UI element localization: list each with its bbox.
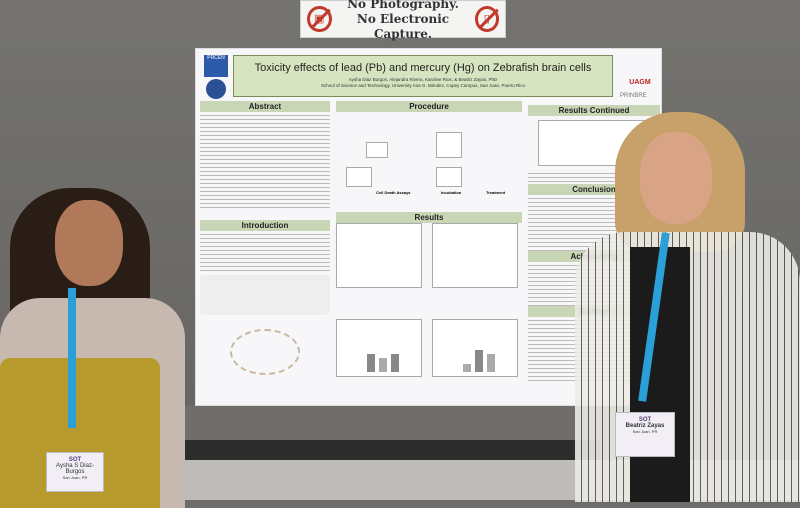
introduction-text xyxy=(200,231,330,271)
no-camera-icon: ▣ xyxy=(307,6,332,32)
zebrafish-diagram xyxy=(200,275,330,315)
section-results-continued: Results Continued xyxy=(528,105,660,116)
section-abstract: Abstract xyxy=(200,101,330,112)
poster-affiliation: School of Science and Technology, Univer… xyxy=(321,83,525,88)
section-introduction: Introduction xyxy=(200,220,330,231)
step-cell-death: Cell Death Assays xyxy=(376,190,411,195)
poster-authors: Aysha Diaz Burgos, Alejandra Rivera, Kar… xyxy=(348,77,498,82)
step-treatment: Treatment xyxy=(486,190,506,195)
poster-board-base xyxy=(180,405,600,463)
poster-header: Toxicity effects of lead (Pb) and mercur… xyxy=(233,55,613,97)
badge-org: SOT xyxy=(68,457,82,463)
badge-city: San Juan, PR xyxy=(62,475,88,480)
uagm-logo: UAGM xyxy=(629,79,651,86)
plate-reader xyxy=(346,167,372,187)
poster-title: Toxicity effects of lead (Pb) and mercur… xyxy=(254,62,592,74)
sign-line-1: No Photography. xyxy=(347,0,459,11)
figure-3-bar-chart xyxy=(336,319,422,377)
incubator-2 xyxy=(436,167,462,187)
person-right: SOT Beatriz Zayas San Juan, PR xyxy=(570,112,800,502)
name-badge-left: SOT Aysha S Diaz-Burgos San Juan, PR xyxy=(46,452,104,492)
face xyxy=(640,132,712,224)
section-results: Results xyxy=(336,212,522,223)
prinbre-logo: PRINBRE xyxy=(620,93,647,99)
no-phone-icon: ▯ xyxy=(474,6,499,32)
section-procedure: Procedure xyxy=(336,101,522,112)
nsf-logo xyxy=(206,79,226,99)
apoptosis-cycle-diagram xyxy=(230,329,300,375)
name-badge-right: SOT Beatriz Zayas San Juan, PR xyxy=(615,412,675,457)
figure-4-bar-chart xyxy=(432,319,518,377)
lanyard xyxy=(68,288,76,428)
petri-dish xyxy=(366,142,388,158)
no-photography-sign: ▣ No Photography. No Electronic Capture.… xyxy=(300,0,506,41)
prcen-logo: PRCEN xyxy=(204,55,228,77)
badge-city: San Juan, PR xyxy=(632,429,658,434)
step-incubation: Incubation xyxy=(441,190,462,195)
section-conclusion: Conclusion xyxy=(528,184,660,195)
badge-name: Aysha S Diaz-Burgos xyxy=(56,463,94,475)
figure-1-line-chart xyxy=(336,223,422,288)
badge-org: SOT xyxy=(638,417,652,423)
figure-2-line-chart xyxy=(432,223,518,288)
face xyxy=(55,200,123,286)
procedure-diagram: Cell Death Assays Incubation Treatment xyxy=(336,112,522,208)
abstract-text xyxy=(200,112,330,210)
person-left: SOT Aysha S Diaz-Burgos San Juan, PR xyxy=(0,178,190,508)
badge-name: Beatriz Zayas xyxy=(625,423,665,429)
incubator xyxy=(436,132,462,158)
sign-line-2: No Electronic Capture. xyxy=(356,11,450,41)
